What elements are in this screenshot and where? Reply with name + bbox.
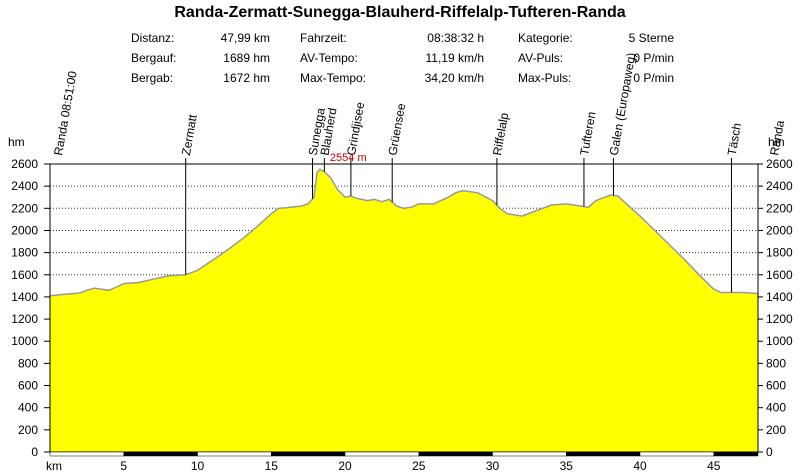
y-tick-label-left: 2400 [11,179,38,193]
waypoint-label: Grindjisee [344,101,367,157]
x-tick-label: 45 [707,459,721,473]
waypoint-label: Grüensee [385,102,408,157]
stat-label-distanz: Distanz: [131,31,175,45]
stat-value-bergauf: 1689 hm [223,51,270,65]
km-scale-segment [344,451,419,457]
y-axis-label-left: hm [8,135,25,149]
y-axis-label-right: hm [768,135,785,149]
y-tick-label-right: 2600 [766,157,793,171]
stat-value-bergab: 1672 hm [223,71,270,85]
waypoint-label: Täsch [725,122,744,157]
x-axis-label: km [46,459,62,473]
stat-label-av-tempo: AV-Tempo: [300,51,358,65]
waypoint-label: Tufteren [577,111,598,157]
y-tick-label-right: 600 [766,379,786,393]
waypoint-label: Randa [767,119,787,157]
y-tick-label-right: 200 [766,423,786,437]
x-tick-label: 5 [120,459,127,473]
y-tick-label-right: 1800 [766,246,793,260]
y-tick-label-left: 2200 [11,201,38,215]
y-tick-label-right: 1400 [766,290,793,304]
y-tick-label-right: 1000 [766,334,793,348]
elevation-line [49,168,759,297]
stat-value-fahrzeit: 08:38:32 h [427,31,484,45]
stat-value-kategorie: 5 Sterne [628,31,674,45]
km-scale-segment [713,451,759,457]
stat-value-max-puls: 0 P/min [633,71,674,85]
x-tick-label: 15 [265,459,279,473]
stat-label-bergauf: Bergauf: [131,51,177,65]
y-tick-label-right: 0 [766,445,773,459]
km-scale-segment [566,451,641,457]
y-tick-label-left: 400 [18,401,38,415]
km-scale-segment [418,451,493,457]
max-elevation-label: 2554 m [330,152,367,164]
elevation-fill [50,169,758,452]
y-tick-label-right: 2400 [766,179,793,193]
x-tick-label: 25 [412,459,426,473]
stat-label-bergab: Bergab: [131,71,174,85]
stat-label-max-tempo: Max-Tempo: [300,71,367,85]
x-tick-label: 35 [560,459,574,473]
x-tick-label: 30 [486,459,500,473]
waypoint-label: Riffelalp [490,111,511,156]
y-tick-label-right: 1200 [766,312,793,326]
y-tick-label-left: 200 [18,423,38,437]
stat-label-kategorie: Kategorie: [518,31,573,45]
stat-label-av-puls: AV-Puls: [518,51,564,65]
y-tick-label-left: 1200 [11,312,38,326]
y-tick-label-left: 1000 [11,334,38,348]
stat-value-max-tempo: 34,20 km/h [424,71,484,85]
km-scale-segment [271,451,346,457]
y-tick-label-right: 800 [766,356,786,370]
km-scale-segment [639,451,714,457]
km-scale-segment [123,451,198,457]
km-scale-segment [197,451,272,457]
y-tick-label-left: 1400 [11,290,38,304]
stat-value-av-puls: 0 P/min [633,51,674,65]
waypoint-label: Zermatt [179,113,200,157]
km-scale-segment [492,451,567,457]
page-title: Randa-Zermatt-Sunegga-Blauherd-Riffelalp… [174,4,626,21]
y-tick-label-right: 2000 [766,223,793,237]
y-tick-label-left: 2000 [11,223,38,237]
stat-value-av-tempo: 11,19 km/h [425,51,484,65]
y-tick-label-right: 2200 [766,201,793,215]
elevation-area [49,168,759,452]
km-scale-segment [49,451,124,457]
waypoint-label: Randa 08:51:00 [51,70,80,157]
x-tick-label: 10 [191,459,205,473]
x-tick-label: 40 [633,459,647,473]
y-tick-label-left: 800 [18,356,38,370]
stat-label-fahrzeit: Fahrzeit: [300,31,347,45]
y-tick-label-left: 1600 [11,268,38,282]
y-tick-label-left: 1800 [11,246,38,260]
y-tick-label-left: 600 [18,379,38,393]
y-tick-label-right: 400 [766,401,786,415]
stat-value-distanz: 47,99 km [220,31,270,45]
waypoint-label: Galen (Europaweg) [607,52,639,157]
y-tick-label-right: 1600 [766,268,793,282]
y-tick-label-left: 2600 [11,157,38,171]
y-tick-label-left: 0 [31,445,38,459]
axes: 0 0 200 200 400 400 600 600 800 800 1000 1000 1200 12… [11,157,793,473]
x-tick-label: 20 [338,459,352,473]
stat-label-max-puls: Max-Puls: [518,71,572,85]
